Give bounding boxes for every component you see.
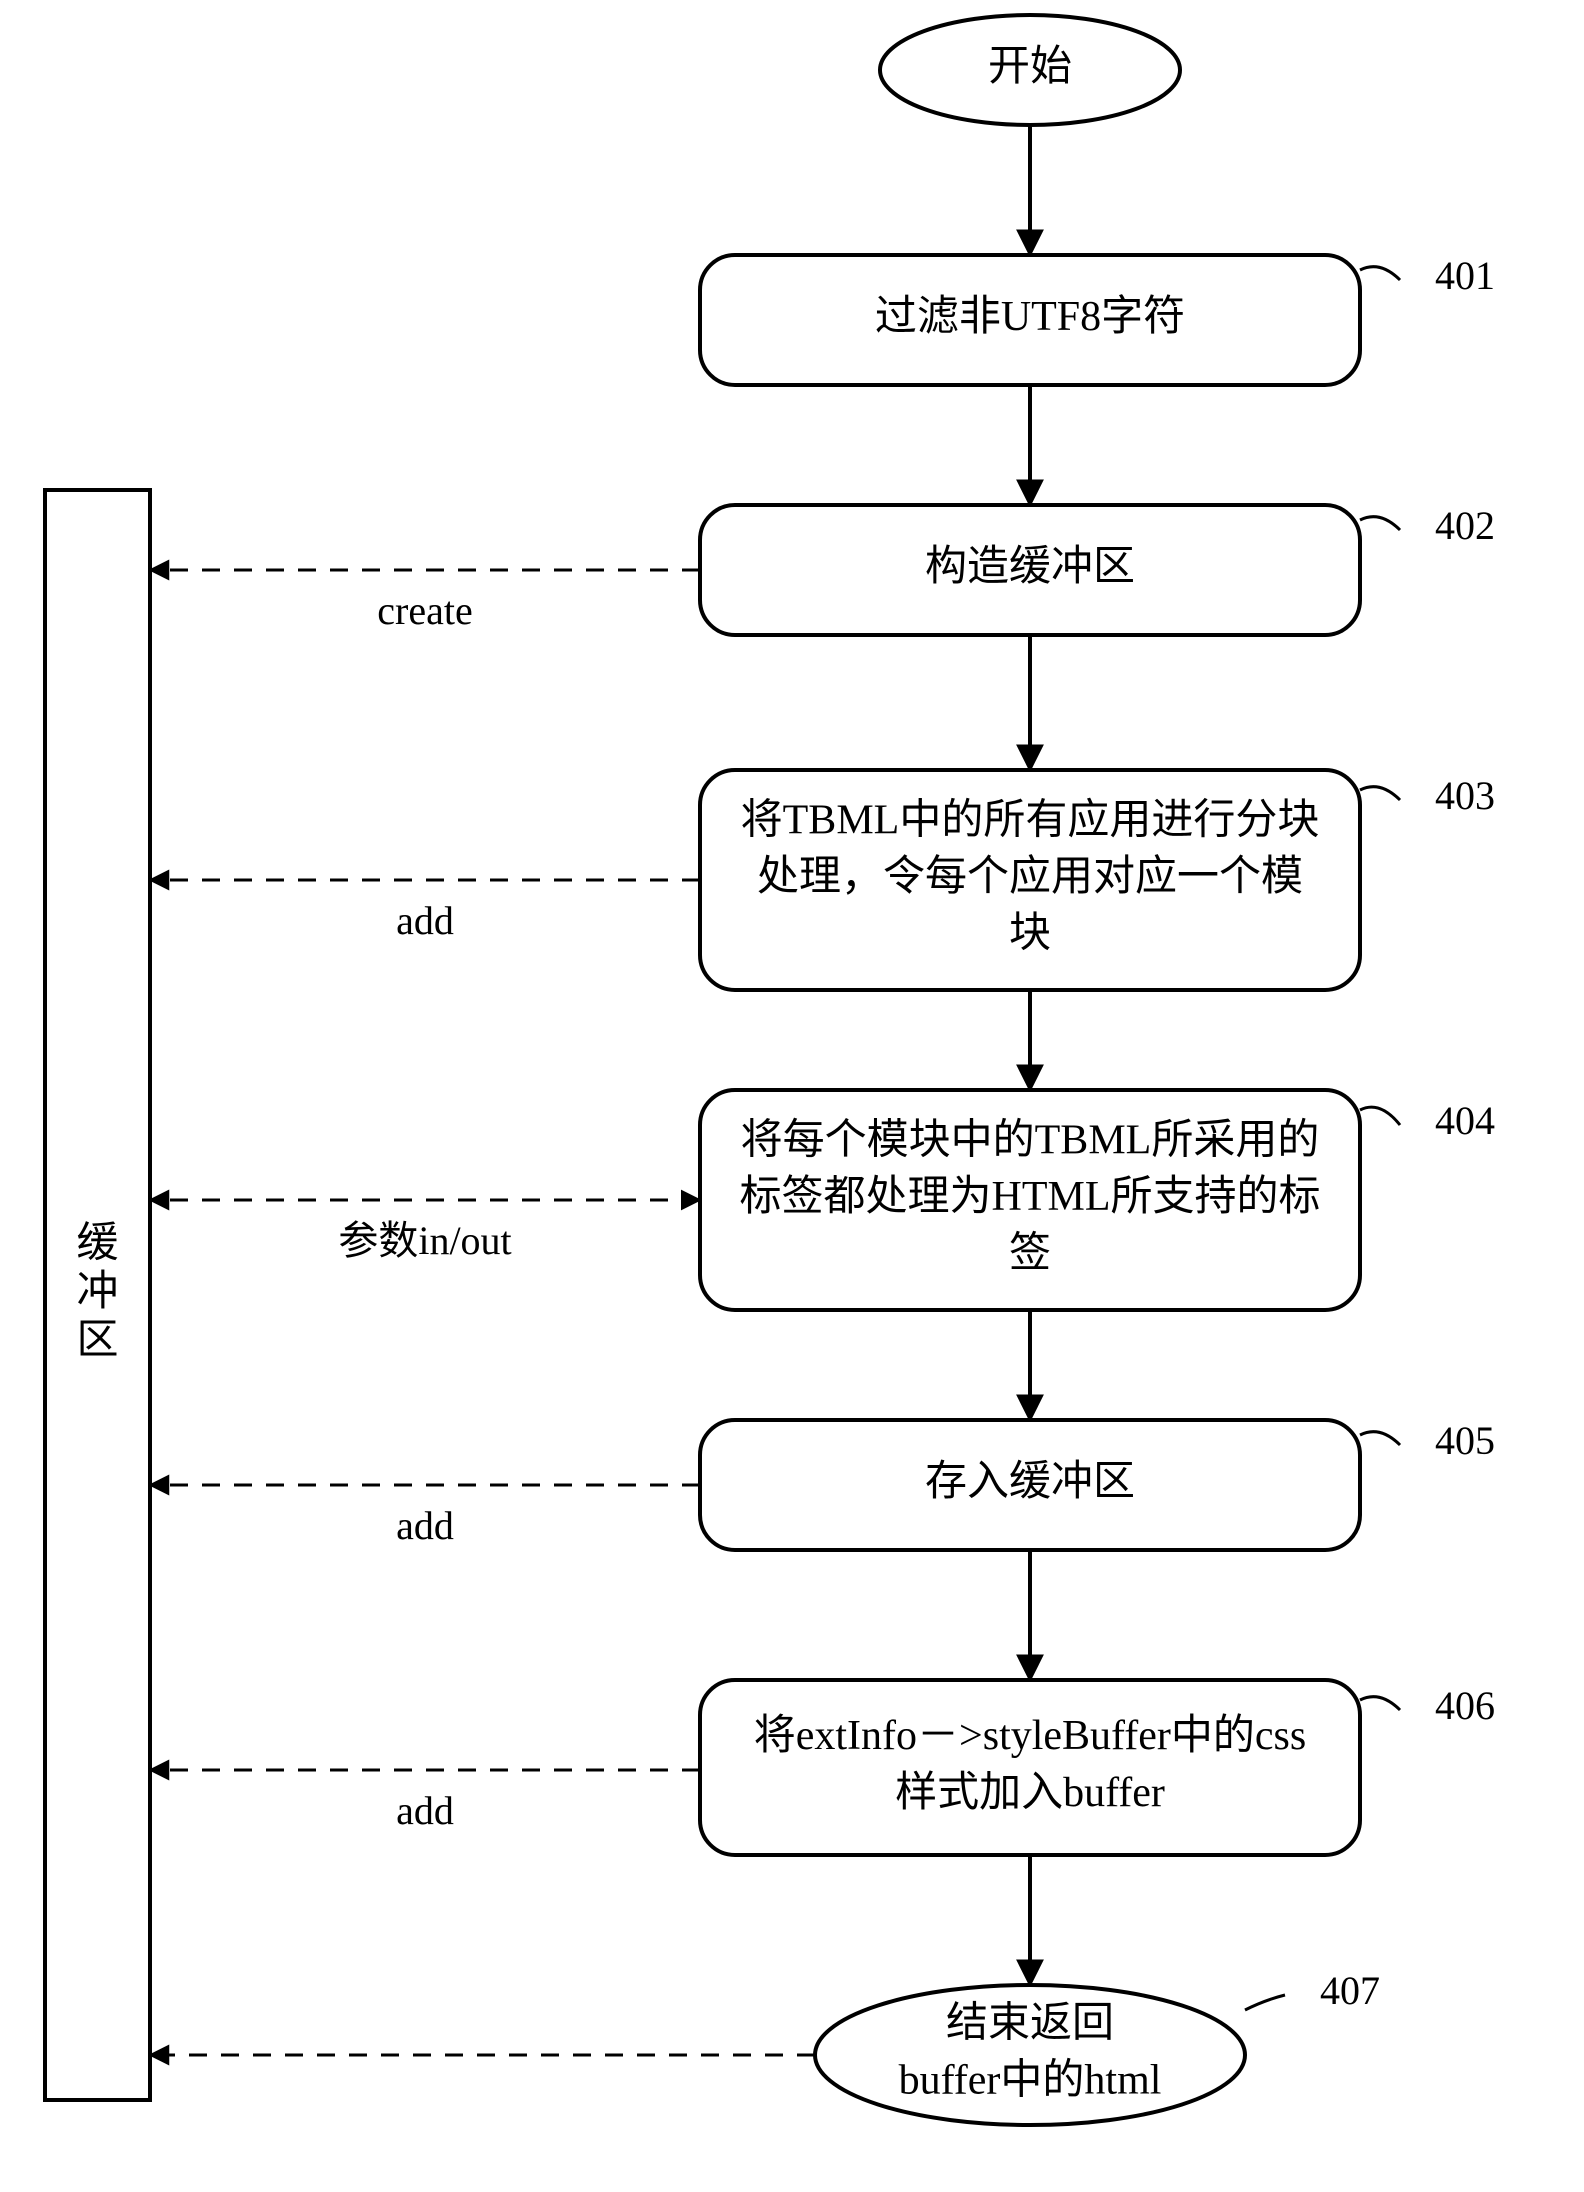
edge-label: create: [377, 588, 472, 633]
edge-label: add: [396, 1503, 454, 1548]
node-id-402: 402: [1435, 503, 1495, 548]
node-buffer: 缓冲区: [76, 1220, 118, 1363]
edge-label: 参数in/out: [338, 1218, 511, 1263]
node-id-404: 404: [1435, 1098, 1495, 1143]
node-id-405: 405: [1435, 1418, 1495, 1463]
node-n402: 构造缓冲区: [925, 544, 1135, 590]
edge-label: add: [396, 898, 454, 943]
node-id-403: 403: [1435, 773, 1495, 818]
node-id-406: 406: [1435, 1683, 1495, 1728]
node-n401: 过滤非UTF8字符: [875, 293, 1185, 340]
node-id-407: 407: [1320, 1968, 1380, 2013]
edge-label: add: [396, 1788, 454, 1833]
node-id-401: 401: [1435, 253, 1495, 298]
node-start: 开始: [988, 44, 1072, 90]
node-n405: 存入缓冲区: [925, 1459, 1135, 1505]
